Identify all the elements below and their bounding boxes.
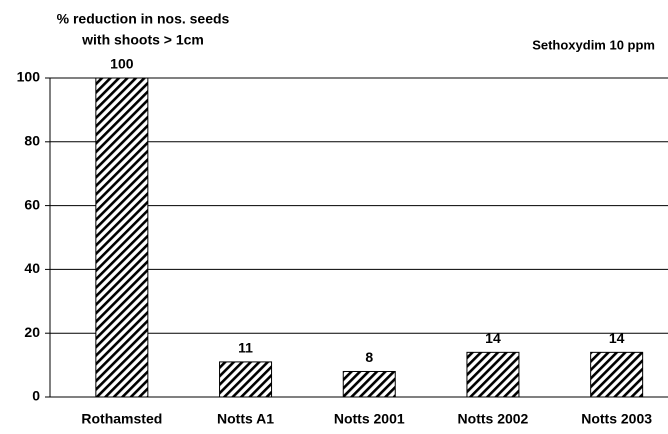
y-tick-label: 0 [32, 388, 40, 404]
x-tick-label: Notts A1 [217, 411, 274, 427]
y-axis-label: with shoots > 1cm [81, 32, 204, 48]
y-tick-label: 40 [24, 260, 40, 276]
bar [590, 351, 644, 398]
bar [219, 361, 273, 398]
bar [342, 370, 396, 398]
x-tick-label: Notts 2001 [334, 411, 405, 427]
y-tick-label: 100 [17, 69, 41, 85]
value-label: 11 [238, 340, 253, 356]
bar [95, 77, 149, 398]
x-tick-label: Notts 2003 [581, 411, 652, 427]
value-label: 100 [110, 56, 134, 72]
bar [466, 351, 520, 398]
y-tick-label: 20 [24, 324, 40, 340]
value-label: 14 [609, 330, 625, 346]
y-tick-label: 60 [24, 196, 40, 212]
x-tick-label: Rothamsted [81, 411, 162, 427]
x-tick-label: Notts 2002 [458, 411, 529, 427]
y-tick-label: 80 [24, 133, 40, 149]
annotation: Sethoxydim 10 ppm [532, 37, 655, 52]
y-axis-label: % reduction in nos. seeds [57, 11, 230, 27]
value-label: 8 [365, 349, 373, 365]
value-label: 14 [485, 330, 501, 346]
